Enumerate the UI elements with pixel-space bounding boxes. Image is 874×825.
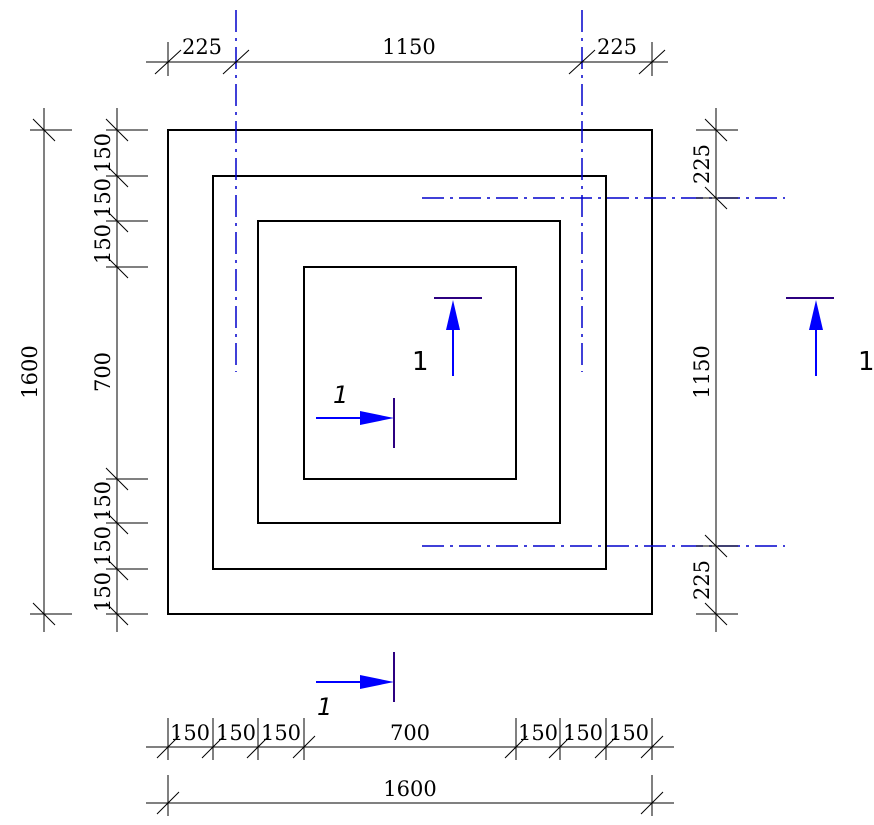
section-label-right: 1 [858, 347, 874, 377]
dimension-right [696, 108, 738, 632]
arrow-up-icon [446, 300, 460, 330]
step-outline-3 [257, 220, 561, 524]
axis-lines [235, 10, 785, 547]
column-outline [303, 266, 517, 480]
dim-left-5: 150 [91, 481, 115, 521]
arrow-right-icon-2 [360, 675, 394, 689]
dim-left-3: 150 [91, 224, 115, 264]
section-mark-horizontal-bottom [316, 652, 395, 702]
dim-bottom-3: 150 [261, 721, 301, 745]
dim-left-total: 1600 [18, 345, 42, 398]
dim-bottom-5: 150 [518, 721, 558, 745]
dim-top-1: 225 [182, 35, 222, 59]
dim-right-1: 225 [690, 144, 714, 184]
dim-left-7: 150 [91, 572, 115, 612]
dimension-left-chain [105, 108, 148, 632]
dim-bottom-4: 700 [390, 721, 430, 745]
section-label-horizontal-bottom: 1 [317, 693, 332, 721]
dimension-bottom-chain [146, 718, 674, 760]
step-outline-1 [167, 129, 653, 615]
section-mark-vertical-right [786, 297, 834, 376]
dimension-left-total [30, 108, 72, 632]
dim-left-1: 150 [91, 133, 115, 173]
dim-bottom-6: 150 [563, 721, 603, 745]
dim-left-4: 700 [91, 352, 115, 392]
dim-bottom-total: 1600 [383, 777, 436, 801]
dimension-bottom-total [146, 775, 674, 816]
dim-right-2: 1150 [690, 345, 714, 398]
dimension-top [146, 42, 668, 76]
foundation-steps [167, 129, 653, 615]
dim-left-6: 150 [91, 526, 115, 566]
dim-top-3: 225 [597, 35, 637, 59]
arrow-right-icon [360, 411, 394, 425]
dim-bottom-2: 150 [216, 721, 256, 745]
arrow-up-icon-2 [809, 300, 823, 330]
dim-right-3: 225 [690, 560, 714, 600]
dim-bottom-1: 150 [170, 721, 210, 745]
section-label-horizontal-inner: 1 [333, 381, 348, 409]
dim-bottom-7: 150 [609, 721, 649, 745]
step-outline-2 [212, 175, 607, 570]
dim-top-2: 1150 [382, 35, 435, 59]
dim-left-2: 150 [91, 178, 115, 218]
section-label-vertical-inner: 1 [412, 347, 429, 377]
section-mark-horizontal-inner [316, 398, 395, 448]
section-mark-vertical-inner [434, 297, 482, 376]
